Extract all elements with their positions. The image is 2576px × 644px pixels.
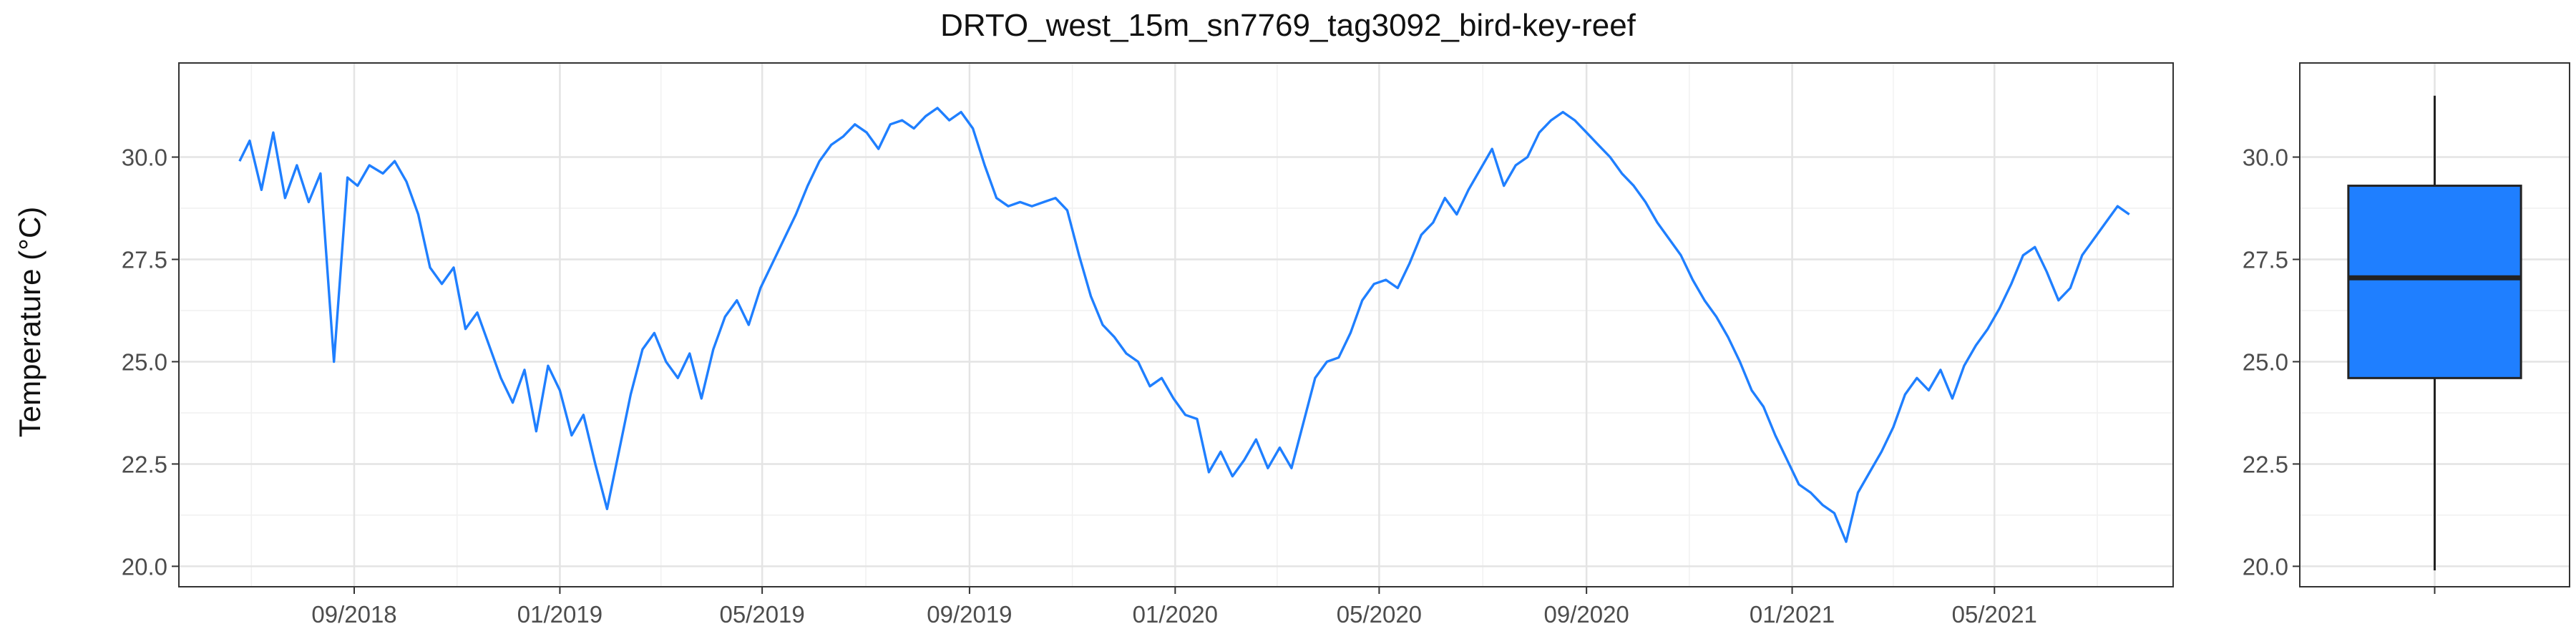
y-tick-label: 27.5: [2243, 247, 2288, 273]
box-panel: 20.0 22.5 25.0 27.5 30.0: [2243, 62, 2570, 594]
x-tick-label: 01/2019: [517, 601, 602, 628]
y-tick-label: 30.0: [2243, 145, 2288, 171]
x-tick-label: 05/2019: [719, 601, 804, 628]
y-tick-label: 27.5: [122, 247, 167, 273]
y-tick-label: 22.5: [2243, 451, 2288, 477]
x-tick-label: 01/2021: [1750, 601, 1835, 628]
x-tick-label: 09/2020: [1544, 601, 1629, 628]
line-panel-ticks: 20.0 22.5 25.0 27.5 30.0 09/2018 01/2019 05/201…: [122, 145, 2037, 628]
iqr-box: [2347, 185, 2522, 379]
boxplot: [2347, 95, 2522, 571]
x-tick-label: 09/2019: [927, 601, 1012, 628]
line-panel-border: [178, 62, 2174, 587]
y-tick-label: 25.0: [122, 348, 167, 375]
y-tick-label: 22.5: [122, 451, 167, 477]
x-tick-label: 05/2021: [1952, 601, 2037, 628]
temperature-series-line: [238, 107, 2130, 543]
x-tick-label: 09/2018: [311, 601, 396, 628]
box-panel-ticks: 20.0 22.5 25.0 27.5 30.0: [2243, 145, 2436, 594]
y-tick-label: 25.0: [2243, 348, 2288, 375]
chart-title: DRTO_west_15m_sn7769_tag3092_bird-key-re…: [940, 8, 1636, 43]
x-tick-label: 05/2020: [1337, 601, 1422, 628]
y-tick-label: 30.0: [122, 145, 167, 171]
line-panel: 20.0 22.5 25.0 27.5 30.0 09/2018 01/2019 05/201…: [122, 62, 2174, 628]
y-axis-label: Temperature (°C): [13, 207, 47, 438]
y-tick-label: 20.0: [2243, 553, 2288, 580]
y-tick-label: 20.0: [122, 553, 167, 580]
x-tick-label: 01/2020: [1133, 601, 1218, 628]
line-panel-grid: [179, 63, 2173, 587]
